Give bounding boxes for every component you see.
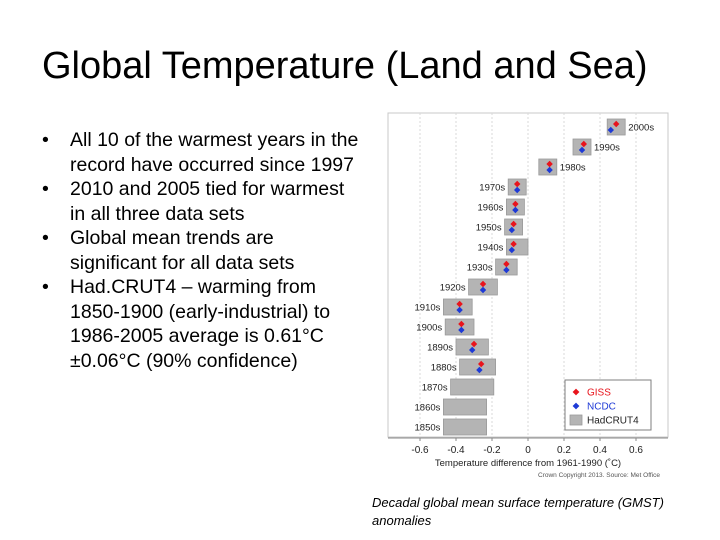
x-axis: -0.6 -0.4 -0.2 0 0.2 0.4 0.6 Temperature differ… [388, 437, 668, 479]
legend-label-hadcrut4: HadCRUT4 [587, 416, 639, 427]
bullet-symbol: • [42, 227, 49, 249]
decade-label-1860s: 1860s [415, 403, 441, 414]
decade-label-1870s: 1870s [422, 383, 448, 394]
decade-label-1950s: 1950s [476, 223, 502, 234]
ncdc-point-1930s [503, 266, 510, 274]
legend-label-giss: GISS [587, 388, 611, 399]
x-tick-label: -0.4 [447, 445, 465, 456]
bullet-symbol: • [42, 276, 49, 298]
decade-label-1990s: 1990s [594, 143, 620, 154]
decade-labels: 1850s 1860s 1870s 1880s 1890s 1900s 1910s 1920s… [415, 123, 655, 434]
legend-swatch-hadcrut4 [569, 414, 583, 426]
hadcrut4-box-1880s [459, 358, 496, 376]
bullet-item: • Global mean trends are significant for … [42, 226, 360, 275]
bullet-item: • All 10 of the warmest years in the reco… [42, 128, 360, 177]
giss-point-1930s [503, 260, 510, 268]
ncdc-point-1990s [578, 146, 586, 154]
decade-label-1900s: 1900s [416, 323, 442, 334]
legend-swatch-giss [572, 388, 580, 396]
ncdc-point-1880s [476, 366, 483, 374]
hadcrut4-box-1980s [538, 158, 558, 176]
decade-label-2000s: 2000s [628, 123, 654, 134]
hadcrut4-box-1870s [450, 378, 495, 396]
giss-point-1910s [456, 300, 463, 308]
x-tick-label: 0.4 [593, 445, 607, 456]
bullet-text: Had.CRUT4 – warming from 1850-1900 (earl… [70, 276, 331, 372]
x-tick-label: 0.6 [629, 445, 643, 456]
decade-label-1980s: 1980s [560, 163, 586, 174]
decade-label-1920s: 1920s [440, 283, 466, 294]
bullet-text: 2010 and 2005 tied for warmest in all th… [70, 178, 345, 225]
x-tick-label: -0.2 [483, 445, 501, 456]
giss-point-1920s [479, 280, 487, 288]
x-tick-label: -0.6 [411, 445, 429, 456]
ncdc-point-1920s [479, 286, 487, 294]
hadcrut4-box-1860s [443, 398, 488, 416]
bullet-list: • All 10 of the warmest years in the reco… [42, 128, 360, 373]
ncdc-point-1900s [458, 326, 465, 334]
legend-label-ncdc: NCDC [587, 402, 616, 413]
giss-point-1900s [458, 320, 465, 328]
decade-label-1960s: 1960s [478, 203, 504, 214]
hadcrut4-box-1910s [443, 298, 473, 316]
hadcrut4-box-1850s [443, 418, 488, 436]
ncdc-point-1910s [456, 306, 463, 314]
decade-label-1930s: 1930s [467, 263, 493, 274]
decade-label-1880s: 1880s [431, 363, 457, 374]
gmst-decadal-chart: 1850s 1860s 1870s 1880s 1890s 1900s 1910s 1920s… [387, 112, 669, 479]
hadcrut4-box-1900s [444, 318, 475, 336]
decade-label-1910s: 1910s [415, 303, 441, 314]
x-axis-label: Temperature difference from 1961-1990 (˚… [435, 458, 621, 469]
bullet-item: • Had.CRUT4 – warming from 1850-1900 (ear… [42, 275, 360, 373]
decade-label-1890s: 1890s [427, 343, 453, 354]
chart-caption: Decadal global mean surface temperature … [372, 495, 664, 528]
x-tick-label: 0.2 [557, 445, 571, 456]
legend-swatch-ncdc [572, 402, 580, 410]
ncdc-point-1890s [469, 346, 476, 354]
giss-point-1880s [478, 360, 485, 368]
bullet-symbol: • [42, 129, 49, 151]
chart-credit: Crown Copyright 2013. Source: Met Office [538, 472, 660, 479]
hadcrut4-box-1940s [505, 238, 529, 256]
decade-label-1970s: 1970s [479, 183, 505, 194]
decade-label-1940s: 1940s [478, 243, 504, 254]
decade-label-1850s: 1850s [415, 423, 441, 434]
giss-point-1890s [470, 340, 478, 348]
bullet-symbol: • [42, 178, 49, 200]
bullet-item: • 2010 and 2005 tied for warmest in all t… [42, 177, 360, 226]
bullet-text: Global mean trends are significant for a… [70, 227, 295, 274]
x-tick-label: 0 [525, 445, 531, 456]
chart-legend: GISS NCDC HadCRUT4 [564, 379, 652, 431]
slide-title: Global Temperature (Land and Sea) [42, 45, 648, 87]
bullet-text: All 10 of the warmest years in the recor… [70, 129, 359, 176]
